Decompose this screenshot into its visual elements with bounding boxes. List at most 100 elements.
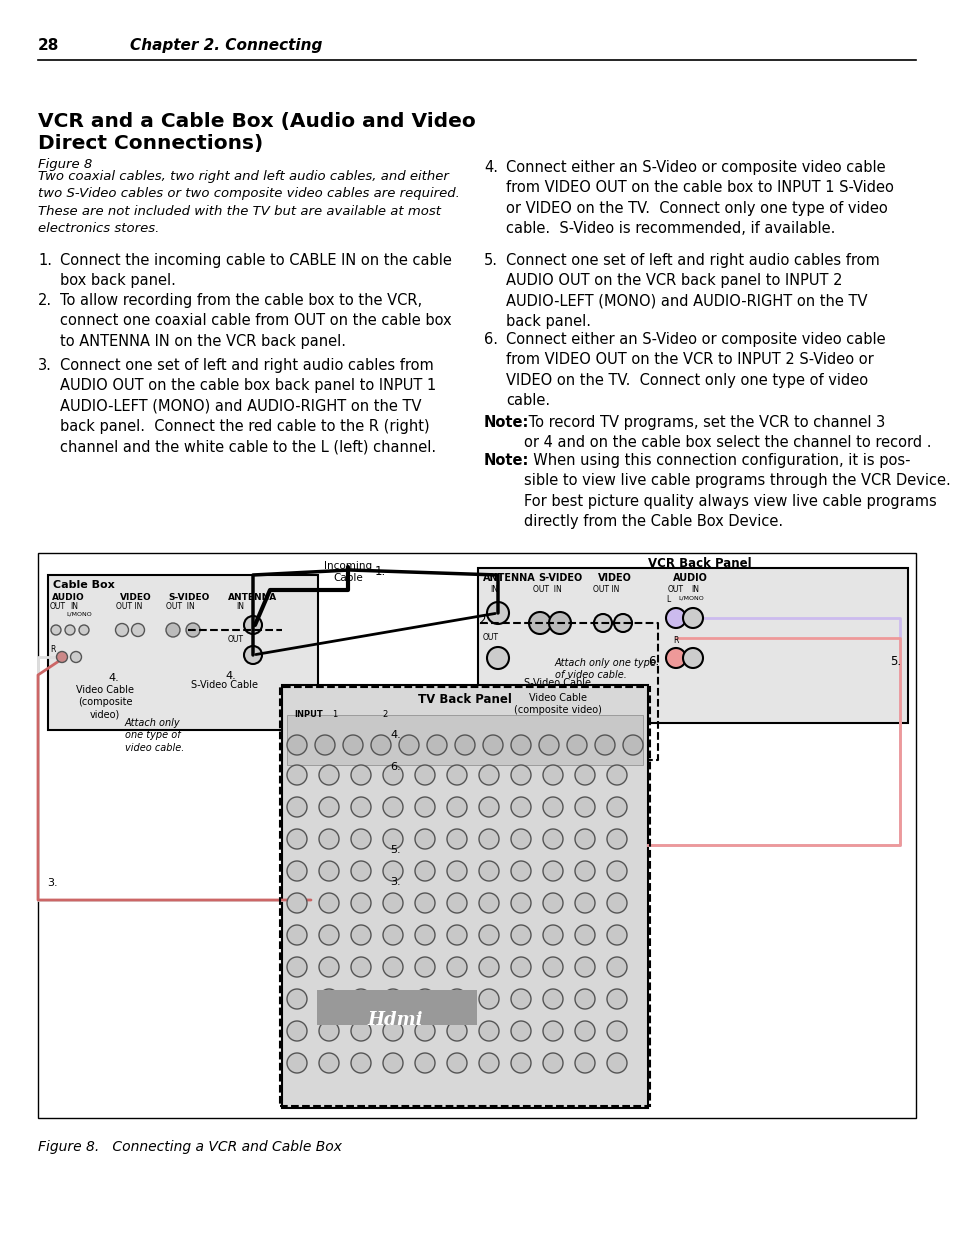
Circle shape	[287, 861, 307, 881]
Text: VIDEO: VIDEO	[598, 573, 631, 583]
Circle shape	[447, 893, 467, 913]
Circle shape	[314, 735, 335, 755]
Circle shape	[542, 957, 562, 977]
Text: AUDIO: AUDIO	[672, 573, 707, 583]
Text: Video Cable
(composite video): Video Cable (composite video)	[514, 693, 601, 715]
Circle shape	[542, 797, 562, 818]
Circle shape	[318, 989, 338, 1009]
Circle shape	[415, 861, 435, 881]
Circle shape	[682, 648, 702, 668]
Text: Connect one set of left and right audio cables from
AUDIO OUT on the VCR back pa: Connect one set of left and right audio …	[505, 253, 879, 330]
Bar	[280, 687, 649, 1107]
Circle shape	[529, 613, 551, 634]
Text: S-Video Cable: S-Video Cable	[524, 678, 591, 688]
Circle shape	[382, 989, 402, 1009]
Text: 4.: 4.	[108, 673, 118, 683]
Circle shape	[415, 1021, 435, 1041]
Circle shape	[575, 957, 595, 977]
Circle shape	[606, 893, 626, 913]
Circle shape	[486, 601, 509, 624]
Circle shape	[486, 647, 509, 669]
Circle shape	[622, 735, 642, 755]
Circle shape	[287, 829, 307, 848]
Text: 4.: 4.	[225, 671, 235, 680]
Circle shape	[478, 829, 498, 848]
Circle shape	[287, 764, 307, 785]
Circle shape	[382, 1021, 402, 1041]
Circle shape	[382, 797, 402, 818]
Circle shape	[575, 829, 595, 848]
Circle shape	[287, 1053, 307, 1073]
Text: 6.: 6.	[390, 762, 400, 772]
Circle shape	[382, 893, 402, 913]
Text: INPUT: INPUT	[294, 710, 322, 719]
Text: OUT: OUT	[228, 635, 244, 643]
Text: 3.: 3.	[47, 878, 57, 888]
Circle shape	[511, 957, 531, 977]
Circle shape	[595, 735, 615, 755]
Circle shape	[132, 624, 144, 636]
Circle shape	[382, 829, 402, 848]
Text: 3.: 3.	[38, 358, 51, 373]
Circle shape	[318, 1053, 338, 1073]
Text: Attach only one type
of video cable.: Attach only one type of video cable.	[555, 658, 657, 680]
Text: Connect either an S-Video or composite video cable
from VIDEO OUT on the VCR to : Connect either an S-Video or composite v…	[505, 332, 884, 409]
Text: To allow recording from the cable box to the VCR,
connect one coaxial cable from: To allow recording from the cable box to…	[60, 293, 451, 348]
Circle shape	[318, 797, 338, 818]
Circle shape	[447, 764, 467, 785]
Circle shape	[351, 1021, 371, 1041]
Text: 2: 2	[381, 710, 387, 719]
Circle shape	[244, 646, 262, 664]
Circle shape	[287, 957, 307, 977]
Circle shape	[482, 735, 502, 755]
Text: OUT  IN: OUT IN	[533, 585, 561, 594]
Circle shape	[575, 893, 595, 913]
Bar	[316, 990, 476, 1025]
Text: L/MONO: L/MONO	[66, 611, 91, 616]
Circle shape	[478, 957, 498, 977]
Circle shape	[318, 957, 338, 977]
Text: 3.: 3.	[390, 877, 400, 887]
Circle shape	[318, 893, 338, 913]
Circle shape	[665, 648, 685, 668]
Circle shape	[606, 957, 626, 977]
Text: Two coaxial cables, two right and left audio cables, and either
two S-Video cabl: Two coaxial cables, two right and left a…	[38, 170, 459, 236]
Circle shape	[575, 861, 595, 881]
Circle shape	[538, 735, 558, 755]
Circle shape	[542, 989, 562, 1009]
Circle shape	[542, 1053, 562, 1073]
Circle shape	[478, 1053, 498, 1073]
Circle shape	[682, 608, 702, 629]
Circle shape	[447, 861, 467, 881]
Text: 1: 1	[332, 710, 337, 719]
Circle shape	[351, 957, 371, 977]
Circle shape	[382, 925, 402, 945]
Circle shape	[71, 652, 81, 662]
Circle shape	[511, 829, 531, 848]
Circle shape	[318, 925, 338, 945]
Text: AUDIO: AUDIO	[52, 593, 85, 601]
Circle shape	[478, 989, 498, 1009]
Text: S-VIDEO: S-VIDEO	[537, 573, 581, 583]
Circle shape	[244, 616, 262, 634]
Text: L/MONO: L/MONO	[678, 595, 703, 600]
Text: VIDEO: VIDEO	[120, 593, 152, 601]
Text: S-VIDEO: S-VIDEO	[168, 593, 209, 601]
Text: Incoming
Cable: Incoming Cable	[324, 561, 372, 583]
Circle shape	[511, 925, 531, 945]
Text: R: R	[672, 636, 678, 645]
Circle shape	[287, 893, 307, 913]
Bar	[282, 685, 647, 1108]
Circle shape	[606, 925, 626, 945]
Circle shape	[566, 735, 586, 755]
Circle shape	[318, 764, 338, 785]
Circle shape	[511, 764, 531, 785]
Circle shape	[166, 622, 180, 637]
Text: OUT: OUT	[667, 585, 683, 594]
Circle shape	[51, 625, 61, 635]
Circle shape	[415, 989, 435, 1009]
Bar	[38, 553, 915, 1118]
Circle shape	[343, 735, 363, 755]
Text: Cable Box: Cable Box	[53, 580, 114, 590]
Text: VCR Back Panel: VCR Back Panel	[647, 557, 751, 571]
